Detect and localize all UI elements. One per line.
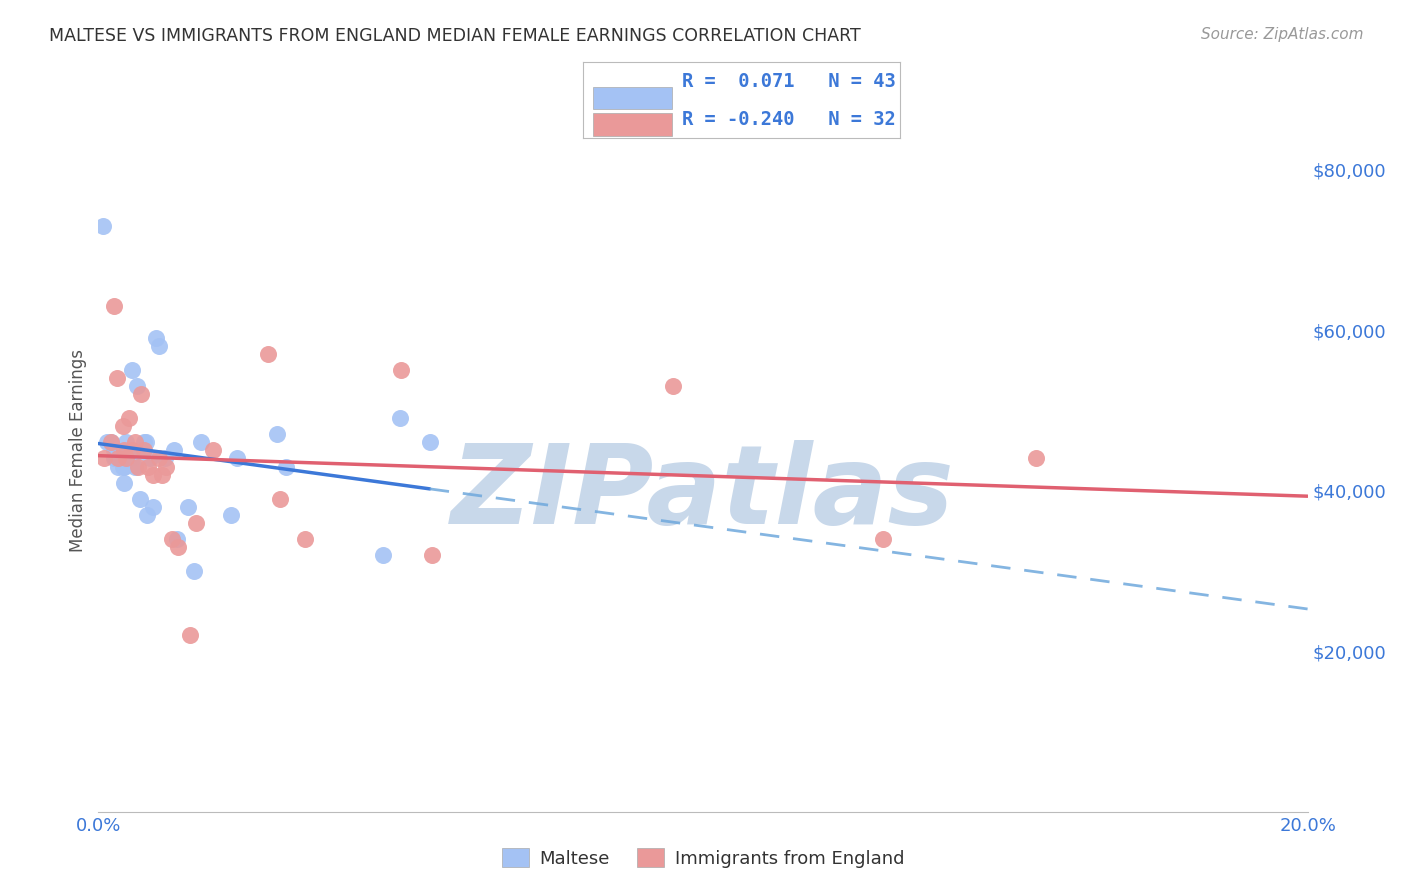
Point (104, 451, 127, 466)
Point (221, 508, 243, 522)
Point (127, 459, 149, 474)
Point (122, 451, 145, 466)
Point (105, 451, 128, 466)
Point (112, 443, 135, 458)
Point (125, 379, 148, 393)
Point (103, 451, 125, 466)
Point (118, 411, 141, 425)
Point (1024, 451, 1046, 466)
Point (269, 491, 291, 506)
Point (155, 459, 177, 474)
Point (388, 411, 411, 425)
Point (167, 540, 190, 554)
Point (226, 451, 249, 466)
Point (142, 500, 165, 514)
Point (389, 363, 412, 377)
Text: R = -0.240   N = 32: R = -0.240 N = 32 (682, 110, 896, 128)
Point (166, 532, 188, 546)
Point (145, 331, 167, 345)
Point (124, 459, 146, 474)
Y-axis label: Median Female Earnings: Median Female Earnings (69, 349, 87, 552)
Point (153, 451, 176, 466)
Legend: Maltese, Immigrants from England: Maltese, Immigrants from England (495, 841, 911, 875)
Point (190, 435, 212, 450)
Point (107, 451, 129, 466)
Point (103, 443, 125, 458)
Point (100, 435, 122, 450)
Text: Source: ZipAtlas.com: Source: ZipAtlas.com (1201, 27, 1364, 42)
Point (202, 443, 225, 458)
Point (872, 532, 894, 546)
Point (111, 459, 134, 474)
Point (256, 347, 278, 361)
Point (124, 435, 146, 450)
Point (371, 548, 394, 562)
Point (420, 548, 443, 562)
Point (114, 451, 136, 466)
Point (132, 443, 155, 458)
Point (142, 467, 165, 482)
Point (136, 459, 159, 474)
Point (179, 628, 201, 642)
Point (135, 508, 157, 522)
Point (114, 435, 136, 450)
Point (150, 467, 173, 482)
Text: ZIPatlas: ZIPatlas (451, 441, 955, 548)
Text: MALTESE VS IMMIGRANTS FROM ENGLAND MEDIAN FEMALE EARNINGS CORRELATION CHART: MALTESE VS IMMIGRANTS FROM ENGLAND MEDIA… (49, 27, 860, 45)
Point (129, 387, 152, 401)
Point (93, 451, 115, 466)
Point (110, 451, 132, 466)
Point (163, 443, 186, 458)
Point (274, 459, 297, 474)
Bar (593, 87, 672, 110)
Point (91, 219, 114, 233)
Bar (593, 113, 672, 136)
Point (132, 435, 155, 450)
Point (112, 459, 135, 474)
Point (100, 435, 122, 450)
Text: R =  0.071   N = 43: R = 0.071 N = 43 (682, 72, 896, 91)
Point (183, 564, 205, 578)
Point (121, 443, 143, 458)
Point (107, 459, 129, 474)
Point (108, 451, 131, 466)
Point (127, 443, 149, 458)
Point (118, 451, 141, 466)
Point (186, 516, 208, 530)
Point (105, 371, 128, 385)
Point (117, 451, 139, 466)
Point (135, 435, 157, 450)
Point (139, 451, 162, 466)
Point (148, 451, 170, 466)
Point (96, 435, 118, 450)
Point (112, 475, 135, 490)
Point (661, 379, 683, 393)
Point (128, 491, 150, 506)
Point (121, 363, 143, 377)
Point (294, 532, 316, 546)
Point (419, 435, 441, 450)
Point (177, 500, 200, 514)
Point (103, 299, 125, 313)
Point (266, 427, 288, 442)
Point (111, 419, 134, 434)
Point (118, 443, 141, 458)
Point (160, 532, 183, 546)
Point (148, 339, 170, 353)
